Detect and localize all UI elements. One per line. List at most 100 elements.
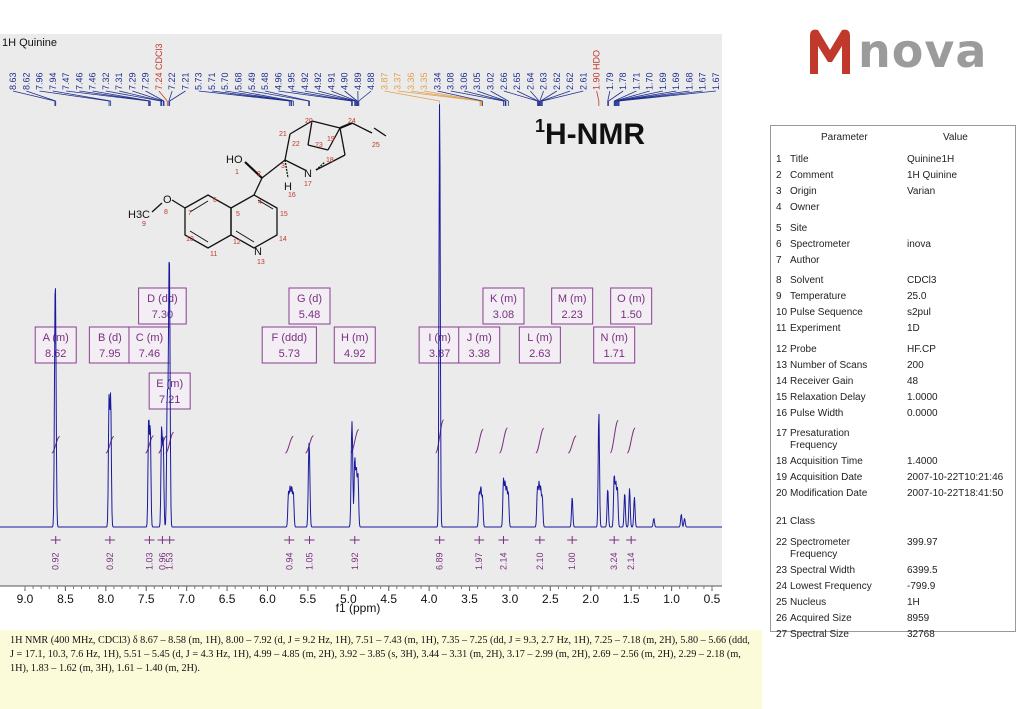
integral-curve [609,419,619,454]
parameter-row: 16 Pulse Width 0.0000 [771,408,1015,420]
peak-shift-label: 1.69 [671,72,681,90]
peak-label-connector [317,90,356,102]
peak-shift-label: 3.05 [472,72,482,90]
peak-shift-label: 5.68 [233,72,243,90]
integral-value: 1.03 [144,552,154,570]
peak-label-connector [437,90,483,102]
parameter-value: 1H [907,596,920,608]
parameter-value: HF.CP [907,343,936,355]
mnova-m-icon [810,29,850,75]
peak-shift-label: 1.78 [618,72,628,90]
peak-label-connector [225,90,292,102]
peak-label-connector [490,90,509,102]
parameter-row: 2 Comment 1H Quinine [771,170,1015,182]
parameter-row-number: 1 [776,154,782,165]
multiplet-shift: 7.21 [159,394,180,406]
parameter-value: Quinine1H [907,154,955,165]
nmr-heading: 1H-NMR [535,116,645,152]
peak-shift-label: 7.29 [127,72,137,90]
x-tick-label: 6.5 [219,592,236,606]
peak-shift-label: 1.70 [645,72,655,90]
peak-label-connector [614,90,650,102]
multiplet-label: D (dd) [147,293,178,305]
peak-shift-label: 7.47 [61,72,71,90]
peak-label-connector [12,90,55,102]
peak-shift-label: 8.62 [21,72,31,90]
parameter-row-number: 11 [776,323,787,334]
parameter-name: Temperature [790,291,847,302]
peak-label-connector [614,90,637,102]
parameter-row: 1 Title Quinine1H [771,154,1015,166]
multiplet-label: M (m) [558,293,587,305]
multiplet-label: H (m) [341,332,369,344]
peak-shift-label: 3.36 [406,72,416,90]
spectrum-trace [0,104,722,528]
peak-shift-label: 5.70 [220,72,230,90]
peak-label-connector [291,90,353,102]
nmr-spectrum-chart: 8.63 8.62 7.96 7.94 7.47 7.46 7.46 7.32 7.31 7.29… [0,34,722,615]
parameter-name: Pulse Width [790,407,844,419]
parameter-row: 4 Owner [771,202,1015,214]
multiplet-shift: 2.63 [529,348,550,360]
integral-curve [285,435,294,454]
integral-values: 0.92 0.92 1.03 0.961.53 0.94 1.05 1.92 6.89 1.97… [50,536,637,570]
multiplet-shift: 3.08 [493,309,514,321]
parameter-value: 32768 [907,628,935,640]
multiplet-label: C (m) [136,332,164,344]
peak-label-connector [541,90,571,102]
multiplet-box [261,326,317,364]
atom-label: 3 [281,163,285,170]
peak-shift-label: 5.73 [194,72,204,90]
value-column-header: Value [943,132,968,143]
peak-shift-label: 7.22 [167,72,177,90]
peak-label-connector [169,90,186,102]
atom-label: 8 [164,209,168,216]
atom-label: H [284,181,292,193]
parameter-row-number: 2 [776,170,782,181]
parameter-row: 3 Origin Varian [771,186,1015,198]
peak-shift-label: 3.08 [446,72,456,90]
multiplet-boxes: A (m)8.62B (d)7.95C (m)7.46D (dd)7.30E (… [34,287,653,410]
peak-label-connector [238,90,294,102]
parameter-value: CDCl3 [907,275,937,286]
integral-value: 3.24 [609,552,619,570]
parameter-row-number: 6 [776,238,782,250]
parameter-name: Site [790,222,808,234]
parameter-value: 1D [907,323,920,334]
parameter-value: 399.97 [907,536,938,548]
quinine-structure: HO 1 2 3 4 5 6 7 8 9 10 11 12 13 14 15 1… [128,118,387,266]
parameter-name: Probe [790,343,817,355]
integral-curve [567,435,577,454]
parameter-value: 0.0000 [907,407,938,419]
multiplet-shift: 5.73 [279,348,300,360]
parameter-row-number: 17 [776,428,788,439]
parameter-value: 25.0 [907,291,927,302]
parameter-name: Nucleus [790,596,827,608]
integral-curve [105,436,115,454]
atom-label: 11 [210,251,217,258]
parameter-row-number: 24 [776,580,788,592]
atom-label: 23 [315,142,323,149]
atom-label: 6 [213,197,217,204]
multiplet-shift: 3.87 [429,348,450,360]
atom-label: 17 [304,181,312,188]
peak-label-connector [540,90,558,102]
parameter-value: 2007-10-22T10:21:46 [907,472,1004,483]
multiplet-label: E (m) [156,378,183,390]
peak-shift-label: 1.67 [698,72,708,90]
multiplet-label: I (m) [428,332,451,344]
parameter-name: Spectral Width [790,564,856,576]
multiplet-label: F (ddd) [272,332,307,344]
multiplet-shift: 1.71 [603,348,624,360]
peak-shift-label: 1.90 HDO [592,50,602,90]
parameter-name: Title [790,154,809,165]
peak-label-connector [145,90,165,102]
peak-shift-label: 2.63 [539,72,549,90]
multiplet-box [518,326,561,364]
parameter-row: 23 Spectral Width 6399.5 [771,565,1015,577]
peak-label-connector [596,90,600,102]
multiplet-box [593,326,636,364]
multiplet-box [138,287,187,325]
parameter-row: 7 Author [771,255,1015,267]
atom-label: N [304,168,312,180]
